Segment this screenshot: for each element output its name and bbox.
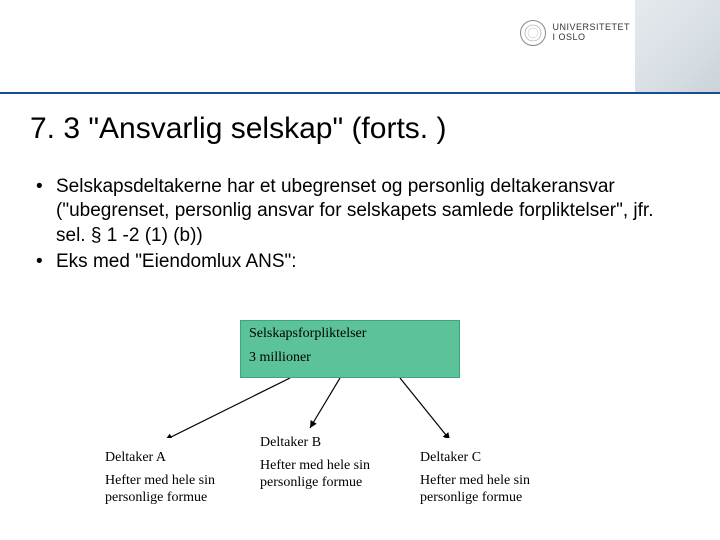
participant-b-name: Deltaker B <box>260 435 410 452</box>
university-logo: UNIVERSITETET I OSLO <box>520 20 630 46</box>
participant-c: Deltaker C Hefter med hele sin personlig… <box>420 450 570 506</box>
arrows-svg <box>0 378 720 438</box>
participant-a-name: Deltaker A <box>105 450 255 467</box>
bullet-list: Selskapsdeltakerne har et ubegrenset og … <box>30 175 670 276</box>
participant-c-name: Deltaker C <box>420 450 570 467</box>
logo-text: UNIVERSITETET I OSLO <box>552 23 630 43</box>
bullet-item: Selskapsdeltakerne har et ubegrenset og … <box>30 175 670 248</box>
participant-a-liability: Hefter med hele sin personlige formue <box>105 473 255 507</box>
arrow-b <box>310 378 340 428</box>
bullet-item: Eks med "Eiendomlux ANS": <box>30 250 670 274</box>
participant-b: Deltaker B Hefter med hele sin personlig… <box>260 435 410 491</box>
participant-a: Deltaker A Hefter med hele sin personlig… <box>105 450 255 506</box>
arrow-a <box>165 378 290 438</box>
header-separator <box>0 92 720 94</box>
arrow-c <box>400 378 450 438</box>
participant-b-liability: Hefter med hele sin personlige formue <box>260 458 410 492</box>
slide: UNIVERSITETET I OSLO 7. 3 "Ansvarlig sel… <box>0 0 720 540</box>
header-background-graphic <box>635 0 720 92</box>
obligations-box: Selskapsforpliktelser 3 millioner <box>240 320 460 378</box>
box-line2: 3 millioner <box>249 349 451 367</box>
box-line1: Selskapsforpliktelser <box>249 325 451 343</box>
participant-c-liability: Hefter med hele sin personlige formue <box>420 473 570 507</box>
seal-icon <box>520 20 546 46</box>
header: UNIVERSITETET I OSLO <box>0 0 720 90</box>
logo-line2: I OSLO <box>552 33 630 43</box>
slide-title: 7. 3 "Ansvarlig selskap" (forts. ) <box>30 112 446 146</box>
